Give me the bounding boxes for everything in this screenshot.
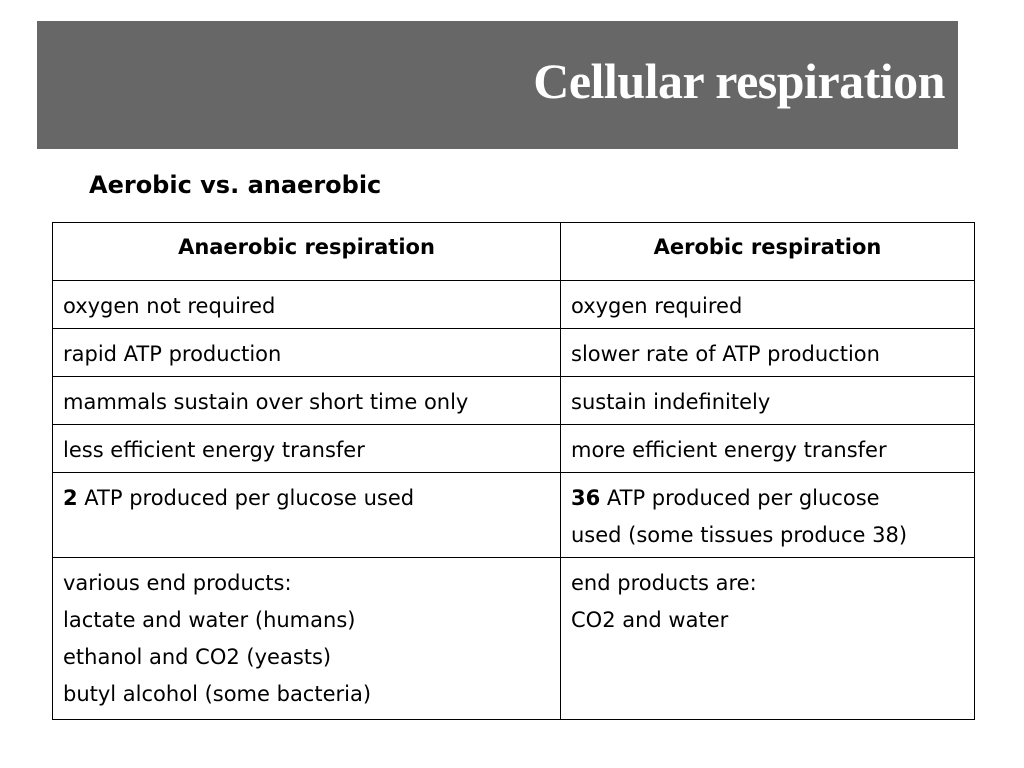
table-row: 2 ATP produced per glucose used 36 ATP p… — [52, 472, 975, 558]
cell-anaerobic: rapid ATP production — [52, 328, 561, 377]
atp-count-aerobic: 36 — [571, 486, 601, 510]
slide-subtitle: Aerobic vs. anaerobic — [89, 171, 382, 199]
cell-aerobic: slower rate of ATP production — [560, 328, 975, 377]
atp-text-aerobic: ATP produced per glucose — [600, 486, 880, 510]
slide-title: Cellular respiration — [533, 53, 945, 109]
cell-anaerobic: mammals sustain over short time only — [52, 376, 561, 425]
end-products-anaerobic-line: lactate and water (humans) — [63, 608, 356, 632]
end-products-anaerobic-line: ethanol and CO2 (yeasts) — [63, 645, 332, 669]
cell-aerobic: 36 ATP produced per glucose used (some ti… — [560, 472, 975, 558]
cell-aerobic: end products are: CO2 and water — [560, 557, 975, 720]
table-row: mammals sustain over short time only sus… — [52, 376, 975, 425]
cell-anaerobic: less efficient energy transfer — [52, 424, 561, 473]
cell-anaerobic: various end products: lactate and water … — [52, 557, 561, 720]
atp-text-anaerobic: ATP produced per glucose used — [77, 486, 415, 510]
header-anaerobic: Anaerobic respiration — [52, 222, 561, 281]
atp-line-aerobic-1: 36 ATP produced per glucose — [571, 480, 964, 517]
header-aerobic: Aerobic respiration — [560, 222, 975, 281]
cell-aerobic: sustain indefinitely — [560, 376, 975, 425]
cell-aerobic: more efficient energy transfer — [560, 424, 975, 473]
cell-anaerobic: oxygen not required — [52, 280, 561, 329]
atp-line-aerobic-2: used (some tissues produce 38) — [571, 523, 908, 547]
comparison-table: Anaerobic respiration Aerobic respiratio… — [52, 222, 975, 720]
end-products-aerobic-line: CO2 and water — [571, 608, 729, 632]
title-bar: Cellular respiration — [37, 21, 958, 149]
end-products-anaerobic-line: various end products: — [63, 571, 292, 595]
table-row: rapid ATP production slower rate of ATP … — [52, 328, 975, 377]
end-products-aerobic-line: end products are: — [571, 571, 757, 595]
table-row: oxygen not required oxygen required — [52, 280, 975, 329]
table-header-row: Anaerobic respiration Aerobic respiratio… — [52, 222, 975, 281]
end-products-anaerobic-line: butyl alcohol (some bacteria) — [63, 682, 372, 706]
atp-count-anaerobic: 2 — [63, 486, 78, 510]
cell-aerobic: oxygen required — [560, 280, 975, 329]
cell-anaerobic: 2 ATP produced per glucose used — [52, 472, 561, 558]
table-row: various end products: lactate and water … — [52, 557, 975, 720]
table-row: less efficient energy transfer more effi… — [52, 424, 975, 473]
